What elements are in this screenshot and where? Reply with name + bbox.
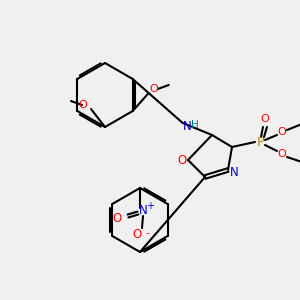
Text: P: P: [256, 136, 264, 148]
Text: N: N: [139, 205, 147, 218]
Text: O: O: [177, 154, 187, 166]
Text: +: +: [146, 201, 154, 211]
Text: N: N: [230, 166, 238, 178]
Text: O: O: [261, 114, 269, 124]
Text: O: O: [278, 149, 286, 159]
Text: O: O: [112, 212, 122, 224]
Text: H: H: [191, 120, 199, 130]
Text: N: N: [183, 121, 192, 134]
Text: -: -: [145, 228, 149, 238]
Text: O: O: [278, 127, 286, 137]
Text: O: O: [132, 229, 142, 242]
Text: O: O: [79, 100, 87, 110]
Text: O: O: [149, 84, 158, 94]
